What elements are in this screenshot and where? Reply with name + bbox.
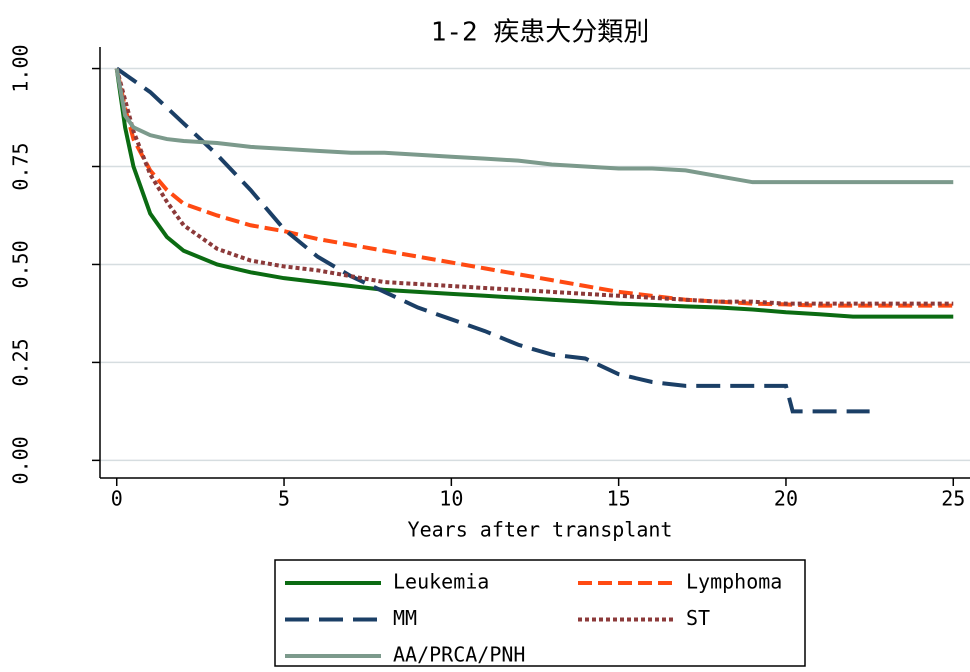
x-tick-label: 10 bbox=[439, 487, 463, 511]
y-tick-label: 0.25 bbox=[9, 338, 33, 386]
x-axis-label: Years after transplant bbox=[408, 518, 673, 542]
y-tick-label: 0.50 bbox=[9, 240, 33, 288]
series-line bbox=[114, 68, 954, 319]
y-tick-label: 0.00 bbox=[9, 436, 33, 484]
series-line bbox=[115, 66, 870, 414]
legend-label: Lymphoma bbox=[686, 570, 782, 594]
x-tick-label: 0 bbox=[111, 487, 123, 511]
x-tick-label: 20 bbox=[774, 487, 798, 511]
series-line bbox=[114, 68, 954, 185]
x-tick-label: 25 bbox=[941, 487, 965, 511]
y-tick-label: 1.00 bbox=[9, 44, 33, 92]
series-line bbox=[114, 68, 954, 306]
legend-label: AA/PRCA/PNH bbox=[393, 643, 525, 667]
x-tick-label: 5 bbox=[278, 487, 290, 511]
legend-box bbox=[274, 559, 806, 667]
legend-label: Leukemia bbox=[393, 570, 489, 594]
chart-title: 1-2 疾患大分類別 bbox=[431, 18, 650, 48]
legend-label: ST bbox=[686, 606, 710, 630]
y-tick-label: 0.75 bbox=[9, 142, 33, 190]
x-tick-label: 15 bbox=[607, 487, 631, 511]
legend-label: MM bbox=[393, 606, 417, 630]
